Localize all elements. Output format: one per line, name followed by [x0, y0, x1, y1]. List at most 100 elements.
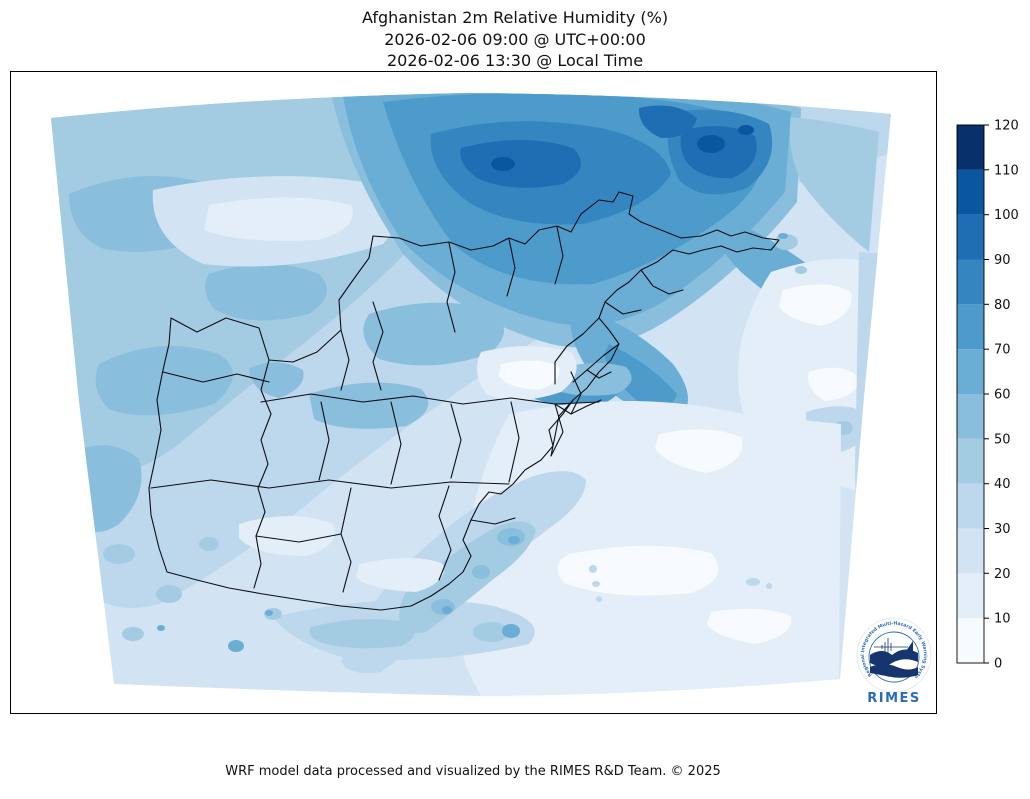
contour-region	[249, 362, 304, 398]
contour-region	[228, 640, 244, 652]
colorbar-tick-label: 110	[994, 163, 1019, 178]
province-border	[640, 269, 684, 295]
colorbar-segment	[957, 618, 984, 663]
colorbar-segment	[957, 214, 984, 260]
contour-region	[205, 264, 327, 321]
province-border	[586, 369, 612, 379]
province-border	[572, 343, 620, 383]
contour-region	[795, 266, 807, 274]
contour-region	[638, 105, 697, 138]
province-border	[150, 479, 510, 489]
contour-region	[655, 429, 743, 473]
province-border	[570, 371, 582, 415]
contour-region	[157, 625, 165, 631]
colorbar-svg: 0 10 20 30 40 50 60 70 80 90 100 110 120	[956, 119, 1019, 672]
province-border	[372, 301, 384, 391]
province-border	[604, 301, 642, 315]
contour-region	[589, 565, 597, 573]
contour-region	[95, 346, 233, 416]
country-outline	[148, 191, 780, 611]
title-line-3: 2026-02-06 13:30 @ Local Time	[386, 51, 644, 70]
province-border	[255, 359, 272, 537]
map-axes: Regional Integrated Multi-Hazard Early W…	[10, 71, 937, 714]
contour-region	[738, 125, 754, 135]
province-border	[508, 401, 520, 483]
contour-fills	[51, 93, 891, 696]
contour-region	[707, 608, 792, 644]
province-border	[255, 487, 352, 543]
colorbar-tick-label: 80	[994, 298, 1011, 313]
province-border	[450, 403, 462, 479]
province-border	[340, 533, 352, 593]
contour-region	[499, 360, 560, 390]
colorbar-segment	[957, 304, 984, 350]
title-line-1: Afghanistan 2m Relative Humidity (%)	[361, 8, 669, 27]
logo-seismogram-icon	[874, 638, 908, 654]
province-border	[550, 399, 574, 457]
colorbar-segments	[956, 124, 985, 664]
contour-region	[431, 599, 455, 615]
colorbar-tick-label: 20	[994, 567, 1011, 582]
colorbar-segment	[957, 125, 984, 170]
contour-region	[746, 578, 760, 586]
province-border	[554, 226, 564, 285]
contour-region	[697, 135, 725, 153]
contour-region	[442, 606, 452, 614]
contour-region	[779, 284, 852, 326]
colorbar-ticks	[984, 124, 989, 664]
colorbar-segment	[957, 483, 984, 529]
province-border	[506, 238, 516, 297]
contour-region	[309, 382, 429, 429]
contour-region	[309, 618, 415, 649]
contour-region	[239, 516, 336, 556]
colorbar-tick-label: 70	[994, 343, 1011, 358]
contour-region	[460, 140, 581, 188]
colorbar-tick-labels: 0 10 20 30 40 50 60 70 80 90 100 110 120	[994, 119, 1019, 672]
colorbar-tick-label: 40	[994, 477, 1011, 492]
contour-region	[103, 544, 135, 564]
province-border	[446, 242, 456, 333]
province-border	[554, 399, 602, 415]
province-boundaries	[148, 191, 780, 611]
contour-region	[604, 344, 677, 408]
province-border	[318, 401, 330, 481]
contour-region	[204, 197, 353, 241]
contour-region	[156, 585, 182, 603]
contour-region	[502, 624, 520, 638]
contour-region	[473, 622, 509, 642]
chart-title: Afghanistan 2m Relative Humidity (%) 202…	[0, 7, 1030, 72]
colorbar: 0 10 20 30 40 50 60 70 80 90 100 110 120	[955, 118, 1030, 678]
logo-sail-icon	[906, 641, 913, 651]
colorbar-tick-label: 90	[994, 253, 1011, 268]
province-border	[340, 329, 350, 391]
contour-region	[808, 367, 860, 401]
colorbar-tick-label: 10	[994, 612, 1011, 627]
humidity-contour-map: Regional Integrated Multi-Hazard Early W…	[51, 93, 932, 706]
colorbar-segment	[957, 394, 984, 439]
logo-wave-art	[870, 638, 918, 678]
colorbar-segment	[957, 169, 984, 215]
colorbar-segment	[957, 528, 984, 574]
contour-region	[265, 610, 273, 616]
contour-region	[491, 157, 515, 171]
contour-region	[855, 252, 887, 532]
province-border	[253, 535, 262, 589]
rimes-logo: Regional Integrated Multi-Hazard Early W…	[856, 617, 932, 706]
contour-region	[472, 565, 490, 579]
contour-region	[356, 558, 444, 592]
colorbar-tick-label: 120	[994, 119, 1019, 134]
colorbar-tick-label: 50	[994, 432, 1011, 447]
colorbar-tick-label: 100	[994, 208, 1019, 223]
contour-region	[122, 627, 144, 641]
contour-region	[592, 581, 600, 587]
colorbar-segment	[957, 438, 984, 484]
contour-region	[363, 302, 504, 366]
contour-region	[766, 583, 772, 589]
province-border	[162, 371, 270, 383]
colorbar-segment	[957, 573, 984, 619]
contour-region	[596, 596, 602, 602]
province-border	[554, 317, 600, 385]
contour-region	[778, 233, 788, 239]
contour-region	[557, 545, 719, 596]
